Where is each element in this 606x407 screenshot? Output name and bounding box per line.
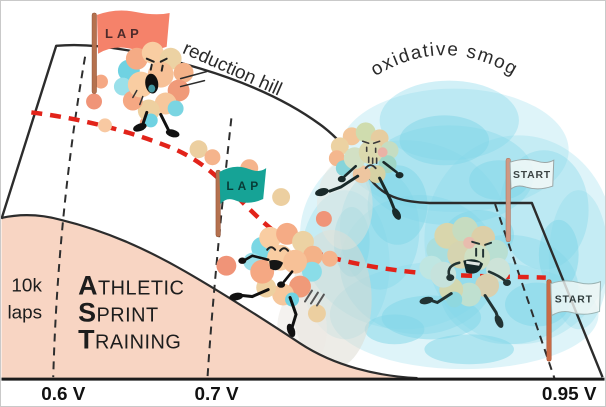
runner-happy-descending bbox=[229, 222, 325, 338]
start-flag-upper: START bbox=[505, 157, 555, 243]
tick-0-7v: 0.7 V bbox=[195, 384, 240, 405]
runner-entering-legs bbox=[328, 174, 397, 212]
dashed-line-0-95v bbox=[494, 203, 556, 380]
ast-hill-fill bbox=[1, 215, 418, 380]
runner-entering-mouth bbox=[364, 164, 377, 170]
runner-happy-arms bbox=[243, 254, 294, 283]
runner-entering-face bbox=[361, 140, 381, 164]
svg-text:ATHLETIC: ATHLETIC bbox=[78, 271, 184, 301]
lap-flag-teal: LAP bbox=[215, 166, 267, 238]
runner-happy-face bbox=[266, 246, 290, 252]
dashed-line-0-6v bbox=[52, 56, 87, 378]
laps-count-line1: 10k bbox=[11, 276, 42, 297]
start-flag-lower: START bbox=[546, 279, 602, 362]
runner-entering-smog bbox=[315, 122, 404, 220]
ast-title: ATHLETIC SPRINT TRAINING bbox=[78, 271, 184, 355]
runner-happy-motion-lines bbox=[303, 289, 325, 307]
runner-exhausted-motion-lines bbox=[179, 70, 208, 88]
runner-in-smog bbox=[419, 216, 511, 328]
laps-count-line2: laps bbox=[7, 302, 42, 323]
start-flag-lower-label: START bbox=[555, 295, 593, 306]
runner-in-smog-face bbox=[471, 240, 493, 258]
start-flag-upper-banner bbox=[509, 158, 555, 191]
runner-exhausted-face bbox=[145, 57, 168, 72]
lap-flag-teal-label: LAP bbox=[226, 179, 262, 193]
ast-hill-outline bbox=[1, 214, 418, 380]
tick-0-6v: 0.6 V bbox=[41, 384, 86, 405]
runner-in-smog-arms bbox=[447, 261, 507, 282]
runner-happy-mouth bbox=[269, 260, 284, 271]
runner-happy-legs bbox=[240, 288, 298, 329]
lap-flag-red-label: LAP bbox=[105, 26, 143, 41]
start-flag-upper-label: START bbox=[513, 170, 551, 181]
runner-entering-arms bbox=[343, 160, 398, 178]
runner-exhausted-legs bbox=[141, 110, 171, 132]
runner-exhausted bbox=[113, 41, 208, 138]
dashed-line-0-7v bbox=[206, 118, 233, 379]
voltage-axis-labels: 0.6 V 0.7 V 0.95 V bbox=[41, 384, 597, 405]
lap-flag-teal-banner bbox=[219, 166, 267, 204]
svg-text:TRAINING: TRAINING bbox=[78, 324, 181, 354]
tick-0-95v: 0.95 V bbox=[542, 384, 597, 405]
start-flag-lower-banner bbox=[550, 280, 602, 317]
svg-text:SPRINT: SPRINT bbox=[78, 297, 159, 327]
scattered-dots bbox=[86, 74, 338, 323]
runner-exhausted-sweat bbox=[132, 89, 144, 106]
